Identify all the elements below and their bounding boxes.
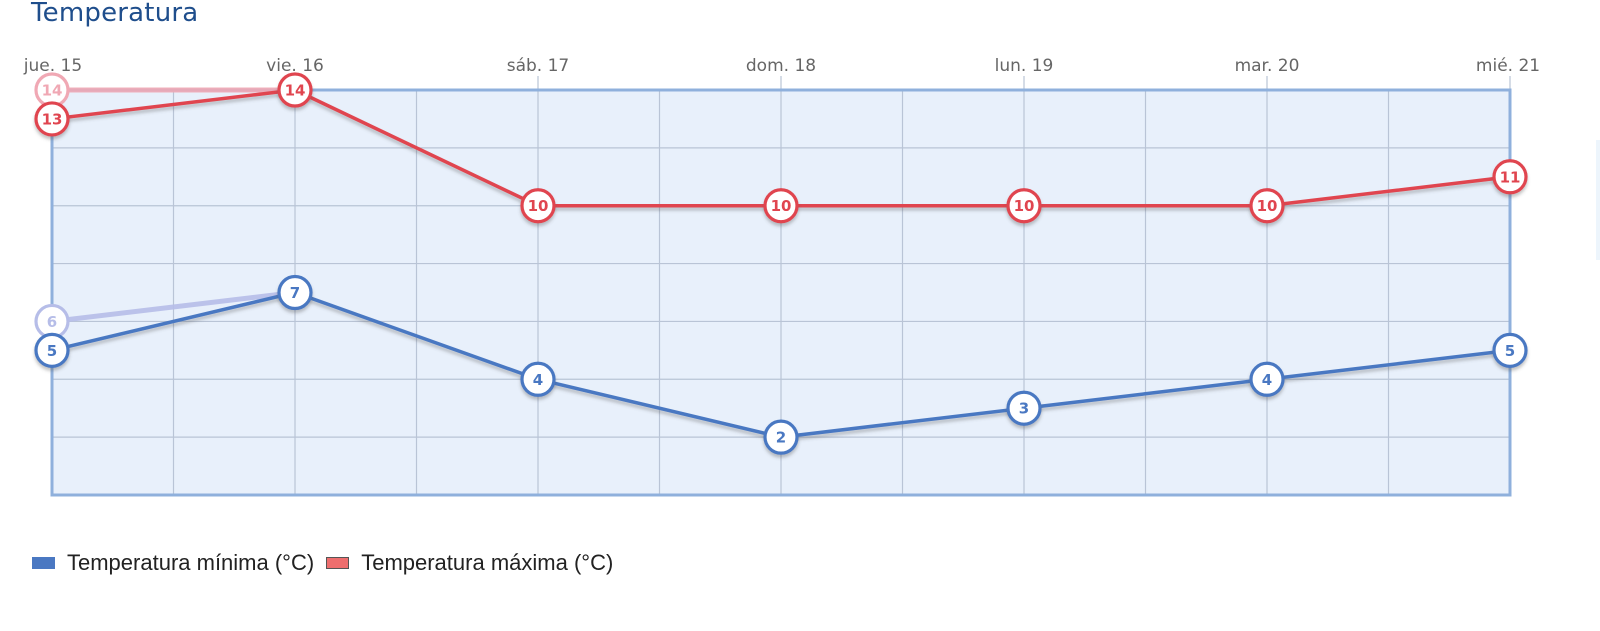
temperature-line-chart: jue. 15 vie. 16 sáb. 17 dom. 18 lun. 19 mar. … <box>23 56 1540 497</box>
data-point-marker <box>1492 332 1528 368</box>
data-point-label: 13 <box>42 110 63 128</box>
data-point[interactable]: 3 <box>1006 390 1042 426</box>
legend-swatch-min-icon <box>32 557 55 569</box>
ghost-point: 6 <box>34 303 70 340</box>
data-point[interactable]: 5 <box>1492 332 1528 368</box>
data-point[interactable]: 5 <box>34 332 70 368</box>
data-point-label: 10 <box>771 197 792 215</box>
legend-item-max[interactable]: Temperatura máxima (°C) <box>326 550 613 576</box>
data-point-marker <box>277 72 313 108</box>
data-point[interactable]: 7 <box>277 274 313 311</box>
data-point-marker <box>763 419 799 455</box>
data-point-label: 14 <box>285 82 306 100</box>
x-tick-label: dom. 18 <box>746 56 816 76</box>
ghost-point: 14 <box>34 72 70 108</box>
data-point-label: 10 <box>1014 197 1035 215</box>
x-tick-label: mar. 20 <box>1235 56 1300 76</box>
data-point-marker <box>277 274 313 311</box>
legend-label-max: Temperatura máxima (°C) <box>361 550 614 575</box>
data-point[interactable]: 10 <box>763 188 799 224</box>
data-point-marker <box>1006 188 1042 224</box>
chart-title: Temperatura <box>31 0 199 28</box>
data-point[interactable]: 4 <box>1249 361 1285 397</box>
data-point[interactable]: 14 <box>277 72 313 108</box>
data-point-marker <box>1006 390 1042 426</box>
data-point-marker <box>520 361 556 397</box>
svg-text:14: 14 <box>42 82 63 100</box>
x-tick-label: jue. 15 <box>23 56 82 76</box>
data-point[interactable]: 10 <box>1249 188 1285 224</box>
edge-artifact <box>1596 140 1600 260</box>
data-point-label: 10 <box>1257 197 1278 215</box>
series-group: 5 7 4 2 3 4 5 13 14 10 10 10 10 11 <box>34 72 1528 455</box>
data-point-label: 11 <box>1500 168 1521 186</box>
data-point-label: 2 <box>776 429 786 447</box>
x-tick-label: lun. 19 <box>995 56 1054 76</box>
data-point[interactable]: 10 <box>1006 188 1042 224</box>
data-point-label: 10 <box>528 197 549 215</box>
data-point-marker <box>1249 361 1285 397</box>
series-min-temp: 5 7 4 2 3 4 5 <box>34 274 1528 455</box>
data-point-label: 7 <box>290 284 300 302</box>
data-point-marker <box>34 101 70 137</box>
data-point[interactable]: 13 <box>34 101 70 137</box>
data-point[interactable]: 10 <box>520 188 556 224</box>
data-point-marker <box>1492 159 1528 195</box>
data-point-label: 5 <box>1505 342 1515 360</box>
x-tick-label: sáb. 17 <box>507 56 570 76</box>
x-tick-label: vie. 16 <box>266 56 324 76</box>
legend-swatch-max-icon <box>326 557 350 569</box>
x-tick-label: mié. 21 <box>1476 56 1540 76</box>
data-point-label: 4 <box>1262 371 1272 389</box>
data-point-marker <box>763 188 799 224</box>
previous-forecast-series: 6 14 <box>34 72 296 340</box>
data-point-marker <box>34 332 70 368</box>
data-point-marker <box>1249 188 1285 224</box>
legend-label-min: Temperatura mínima (°C) <box>67 550 315 575</box>
data-point[interactable]: 4 <box>520 361 556 397</box>
data-point[interactable]: 2 <box>763 419 799 455</box>
series-max-temp: 13 14 10 10 10 10 11 <box>34 72 1528 224</box>
x-axis-labels: jue. 15 vie. 16 sáb. 17 dom. 18 lun. 19 mar. … <box>23 56 1540 76</box>
ghost-line <box>51 290 296 324</box>
data-point[interactable]: 11 <box>1492 159 1528 195</box>
data-point-label: 5 <box>47 342 57 360</box>
data-point-label: 3 <box>1019 400 1029 418</box>
legend-item-min[interactable]: Temperatura mínima (°C) <box>32 550 314 576</box>
plot-border <box>50 88 1512 497</box>
legend: Temperatura mínima (°C) Temperatura máxi… <box>32 550 625 576</box>
data-point-marker <box>520 188 556 224</box>
svg-text:6: 6 <box>47 313 57 331</box>
data-point-label: 4 <box>533 371 543 389</box>
